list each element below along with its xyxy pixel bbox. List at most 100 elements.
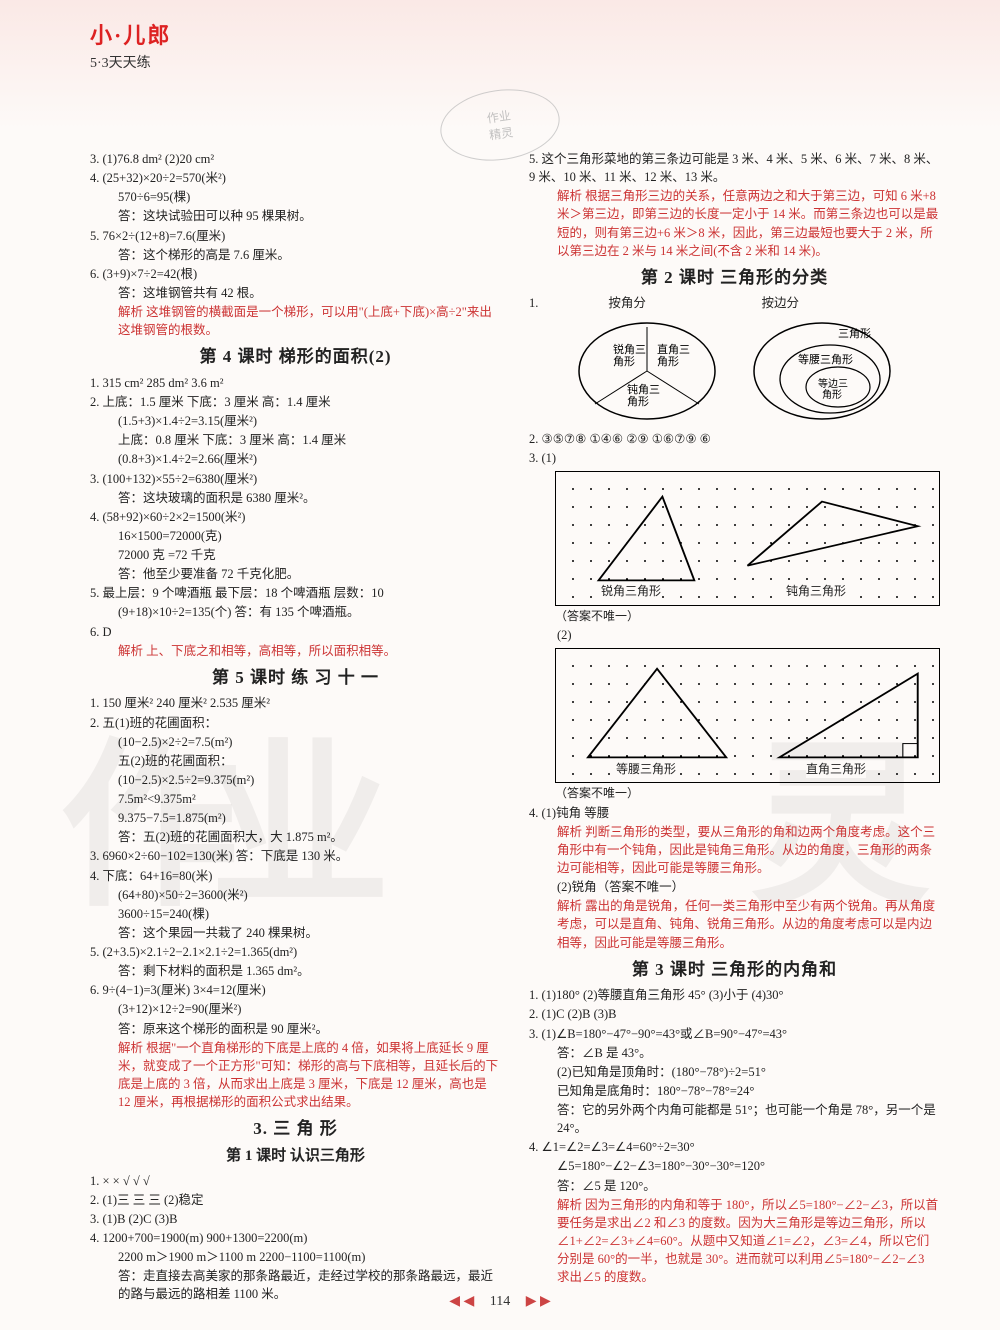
- line: 2. 五(1)班的花圃面积：: [90, 714, 501, 732]
- line: 答：剩下材料的面积是 1.365 dm²。: [90, 962, 501, 980]
- content-columns: 3. (1)76.8 dm² (2)20 cm² 4. (25+32)×20÷2…: [90, 150, 940, 1270]
- page-footer: ◀ ◀ 114 ▶ ▶: [0, 1293, 1000, 1310]
- line: 4. (1)钝角 等腰: [529, 804, 940, 822]
- line: 1. 按角分 按边分: [529, 294, 940, 312]
- line: 3. (1)B (2)C (3)B: [90, 1210, 501, 1228]
- analysis: 解析 上、下底之和相等，高相等，所以面积相等。: [90, 642, 501, 660]
- line: 2. (1)C (2)B (3)B: [529, 1005, 940, 1023]
- line: 上底：0.8 厘米 下底：3 厘米 高：1.4 厘米: [90, 431, 501, 449]
- line: 答：这块试验田可以种 95 棵果树。: [90, 207, 501, 225]
- line: 2. 上底：1.5 厘米 下底：3 厘米 高：1.4 厘米: [90, 393, 501, 411]
- angle-classification-diagram: 锐角三角形 直角三角形 钝角三角形: [575, 319, 720, 424]
- analysis: 解析 根据三角形三边的关系，任意两边之和大于第三边，可知 6 米+8 米＞第三边…: [529, 187, 940, 260]
- footer-arrow-left: ◀ ◀: [449, 1294, 474, 1309]
- logo-main: 小·儿郎: [90, 18, 310, 50]
- line: 2200 m＞1900 m＞1100 m 2200−1100=1100(m): [90, 1248, 501, 1266]
- diagram-label: 等腰三角形: [616, 761, 676, 778]
- line: 4. 下底：64+16=80(米): [90, 867, 501, 885]
- line: 答：这堆钢管共有 42 根。: [90, 284, 501, 302]
- line: 16×1500=72000(克): [90, 527, 501, 545]
- line: 6. (3+9)×7÷2=42(根): [90, 265, 501, 283]
- line: (0.8+3)×1.4÷2=2.66(厘米²): [90, 450, 501, 468]
- page-number: 114: [490, 1294, 510, 1309]
- analysis: 解析 根据"一个直角梯形的下底是上底的 4 倍，如果将上底延长 9 厘米，就变成…: [90, 1039, 501, 1112]
- diagram-label: 锐角三角形: [601, 583, 661, 600]
- line: 已知角是底角时：180°−78°−78°=24°: [529, 1082, 940, 1100]
- caption: （答案不唯一）: [555, 608, 940, 625]
- diagram-row: 锐角三角形 直角三角形 钝角三角形 三角形 等腰三角形 等边三角形: [529, 319, 940, 424]
- line: (2): [529, 626, 940, 644]
- line: 答：五(2)班的花圃面积大，大 1.875 m²。: [90, 828, 501, 846]
- line: 4. ∠1=∠2=∠3=∠4=60°÷2=30°: [529, 1138, 940, 1156]
- line: 2. (1)三 三 三 (2)稳定: [90, 1191, 501, 1209]
- line: 答：这个梯形的高是 7.6 厘米。: [90, 246, 501, 264]
- line: 3. (1): [529, 449, 940, 467]
- line: 答：∠5 是 120°。: [529, 1177, 940, 1195]
- chapter-title: 3. 三 角 形: [90, 1117, 501, 1142]
- line: 答：这块玻璃的面积是 6380 厘米²。: [90, 489, 501, 507]
- svg-text:角形: 角形: [627, 395, 649, 408]
- svg-text:等边三: 等边三: [818, 377, 848, 390]
- line: 5. 76×2÷(12+8)=7.6(厘米): [90, 227, 501, 245]
- line: 答：∠B 是 43°。: [529, 1044, 940, 1062]
- line: (10−2.5)×2÷2=7.5(m²): [90, 733, 501, 751]
- diag-header: 按边分: [705, 294, 855, 312]
- brand-header: 小·儿郎 5·3天天练: [90, 18, 310, 72]
- analysis: 解析 这堆钢管的横截面是一个梯形，可以用"(上底+下底)×高÷2"来出这堆钢管的…: [90, 303, 501, 339]
- line: 3. (1)∠B=180°−47°−90°=43°或∠B=90°−47°=43°: [529, 1025, 940, 1043]
- diag-header: 按角分: [552, 294, 702, 312]
- svg-text:钝角三: 钝角三: [627, 382, 660, 396]
- line: (2)锐角（答案不唯一）: [529, 878, 940, 896]
- line: 570÷6=95(棵): [90, 188, 501, 206]
- svg-text:角形: 角形: [657, 355, 679, 368]
- section-title: 第 3 课时 三角形的内角和: [529, 958, 940, 983]
- line: 6. 9÷(4−1)=3(厘米) 3×4=12(厘米): [90, 981, 501, 999]
- dot-grid-2: 等腰三角形 直角三角形: [555, 648, 940, 783]
- line: 1. 315 cm² 285 dm² 3.6 m²: [90, 374, 501, 392]
- svg-text:锐角三: 锐角三: [613, 342, 646, 356]
- dot-grid-1: 锐角三角形 钝角三角形: [555, 471, 940, 606]
- line: 6. D: [90, 623, 501, 641]
- logo-sub: 5·3天天练: [90, 52, 310, 72]
- section-title: 第 1 课时 认识三角形: [90, 1146, 501, 1168]
- line: 4. (25+32)×20÷2=570(米²): [90, 169, 501, 187]
- svg-text:角形: 角形: [822, 389, 842, 401]
- line: 9.375−7.5=1.875(m²): [90, 809, 501, 827]
- footer-arrow-right: ▶ ▶: [526, 1294, 551, 1309]
- line: ∠5=180°−∠2−∠3=180°−30°−30°=120°: [529, 1157, 940, 1175]
- line: (10−2.5)×2.5÷2=9.375(m²): [90, 771, 501, 789]
- line: 2. ③⑤⑦⑧ ①④⑥ ②⑨ ①⑥⑦⑨ ⑥: [529, 430, 940, 448]
- diagram-label: 钝角三角形: [786, 583, 846, 600]
- section-title: 第 5 课时 练 习 十 一: [90, 666, 501, 691]
- line: 1. × × √ √ √: [90, 1172, 501, 1190]
- side-classification-diagram: 三角形 等腰三角形 等边三角形: [750, 319, 895, 424]
- line: (64+80)×50÷2=3600(米²): [90, 886, 501, 904]
- line: 5. 最上层：9 个啤酒瓶 最下层：18 个啤酒瓶 层数：10: [90, 584, 501, 602]
- svg-text:角形: 角形: [613, 355, 635, 368]
- line: 3. 6960×2÷60−102=130(米) 答：下底是 130 米。: [90, 847, 501, 865]
- caption: （答案不唯一）: [555, 785, 940, 802]
- line: 五(2)班的花圃面积：: [90, 752, 501, 770]
- line: 7.5m²<9.375m²: [90, 790, 501, 808]
- line: 5. (2+3.5)×2.1÷2−2.1×2.1÷2=1.365(dm²): [90, 943, 501, 961]
- line: 答：它的另外两个内角可能都是 51°；也可能一个角是 78°，另一个是 24°。: [529, 1101, 940, 1137]
- line: 答：他至少要准备 72 千克化肥。: [90, 565, 501, 583]
- line: 答：这个果园一共栽了 240 棵果树。: [90, 924, 501, 942]
- svg-text:等腰三角形: 等腰三角形: [798, 352, 853, 366]
- line: (3+12)×12÷2=90(厘米²): [90, 1000, 501, 1018]
- line: 72000 克 =72 千克: [90, 546, 501, 564]
- diagram-label: 直角三角形: [806, 761, 866, 778]
- line: 4. (58+92)×60÷2×2=1500(米²): [90, 508, 501, 526]
- line: 答：原来这个梯形的面积是 90 厘米²。: [90, 1020, 501, 1038]
- line: 1. 150 厘米² 240 厘米² 2.535 厘米²: [90, 694, 501, 712]
- section-title: 第 4 课时 梯形的面积(2): [90, 345, 501, 370]
- analysis: 解析 判断三角形的类型，要从三角形的角和边两个角度考虑。这个三角形中有一个钝角，…: [529, 823, 940, 877]
- line: 3600÷15=240(棵): [90, 905, 501, 923]
- stamp-line2: 精灵: [488, 123, 514, 143]
- line: 5. 这个三角形菜地的第三条边可能是 3 米、4 米、5 米、6 米、7 米、8…: [529, 150, 940, 186]
- line: 3. (1)76.8 dm² (2)20 cm²: [90, 150, 501, 168]
- right-column: 5. 这个三角形菜地的第三条边可能是 3 米、4 米、5 米、6 米、7 米、8…: [529, 150, 940, 1270]
- analysis: 解析 因为三角形的内角和等于 180°，所以∠5=180°−∠2−∠3，所以首要…: [529, 1196, 940, 1287]
- svg-text:三角形: 三角形: [838, 327, 871, 340]
- svg-text:直角三: 直角三: [657, 342, 690, 356]
